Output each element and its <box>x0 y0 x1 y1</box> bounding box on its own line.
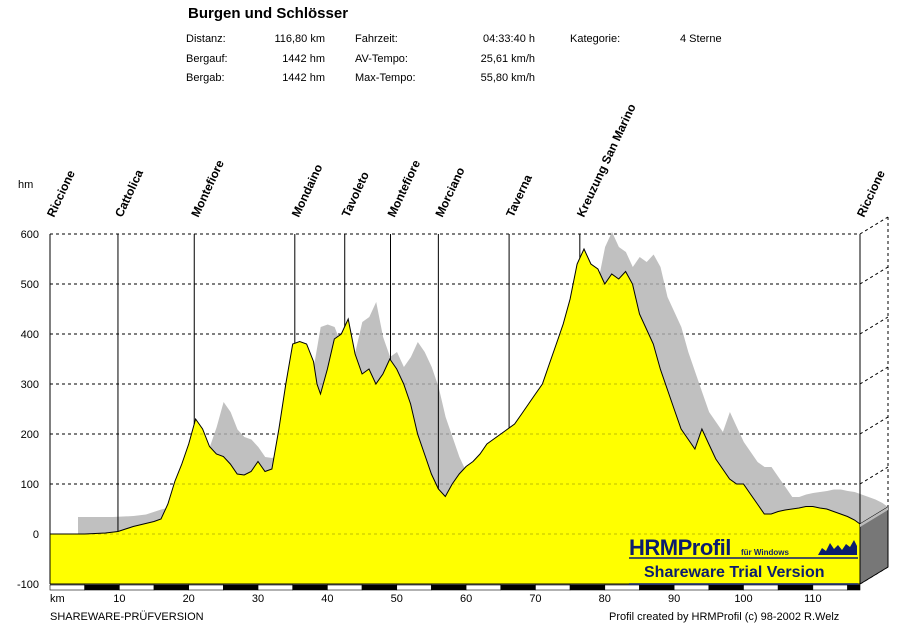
y-tick-label: 100 <box>21 479 39 491</box>
gridline-depth <box>859 366 889 385</box>
x-scale-band <box>743 584 779 591</box>
stat-time-value: 04:33:40 h <box>483 33 535 45</box>
x-scale-band <box>153 584 189 591</box>
stat-distance-label: Distanz: <box>186 33 226 45</box>
waypoint-label: Riccione <box>854 168 888 220</box>
x-scale-band <box>49 584 85 591</box>
x-scale-band <box>327 584 363 591</box>
x-tick-label: 80 <box>599 593 611 605</box>
x-scale-band <box>569 584 606 591</box>
x-scale-band <box>396 584 432 591</box>
x-tick-label: 30 <box>252 593 264 605</box>
x-scale-band <box>84 584 120 591</box>
x-scale-band <box>257 584 294 591</box>
waypoint-label: Cattolica <box>112 167 146 219</box>
y-tick-label: 400 <box>21 329 39 341</box>
x-tick-label: 10 <box>113 593 125 605</box>
profile-top-face <box>860 507 888 527</box>
y-tick-label: 500 <box>21 279 39 291</box>
y-axis-label: hm <box>18 179 33 191</box>
gridline-depth <box>859 266 889 285</box>
y-tick-label: 600 <box>21 229 39 241</box>
watermark-brand: HRMProfil <box>629 535 731 560</box>
x-tick-label: 20 <box>183 593 195 605</box>
x-tick-label: 60 <box>460 593 472 605</box>
profile-area <box>50 249 860 584</box>
stat-time-label: Fahrzeit: <box>355 33 398 45</box>
x-scale-band <box>292 584 328 591</box>
gridline-depth <box>859 466 889 485</box>
stat-descent-label: Bergab: <box>186 72 225 84</box>
stat-avg-speed-label: AV-Tempo: <box>355 53 408 65</box>
x-scale-band <box>639 584 675 591</box>
x-tick-label: 110 <box>804 593 822 605</box>
x-axis-label: km <box>50 593 65 605</box>
footer-credit: Profil created by HRMProfil (c) 98-2002 … <box>609 611 840 623</box>
stat-descent-value: 1442 hm <box>282 72 325 84</box>
x-scale-band <box>604 584 640 591</box>
x-tick-label: 70 <box>529 593 541 605</box>
y-tick-label: 300 <box>21 379 39 391</box>
stat-max-speed-label: Max-Tempo: <box>355 72 416 84</box>
x-tick-label: 40 <box>321 593 333 605</box>
stat-ascent-value: 1442 hm <box>282 53 325 65</box>
y-tick-label: 200 <box>21 429 39 441</box>
gridline-depth <box>859 316 889 335</box>
waypoint-label: Kreuzung San Marino <box>574 102 639 220</box>
waypoint-label: Montefiore <box>385 157 424 219</box>
x-scale-band <box>465 584 502 591</box>
x-scale-band <box>673 584 710 591</box>
x-tick-label: 100 <box>734 593 752 605</box>
x-scale-band <box>812 584 848 591</box>
x-scale-band <box>847 584 861 591</box>
x-scale-band <box>500 584 536 591</box>
gridline-depth <box>859 416 889 435</box>
x-scale-band <box>188 584 224 591</box>
gridline-depth <box>859 216 889 235</box>
watermark-brand-sub: für Windows <box>741 548 789 557</box>
x-tick-label: 50 <box>391 593 403 605</box>
x-scale-band <box>777 584 814 591</box>
stat-avg-speed-value: 25,61 km/h <box>480 53 535 65</box>
stat-max-speed-value: 55,80 km/h <box>480 72 535 84</box>
watermark-profile-icon <box>818 540 857 555</box>
stat-category-label: Kategorie: <box>570 33 621 45</box>
waypoint-label: Riccione <box>44 168 78 220</box>
x-scale-band <box>431 584 467 591</box>
x-scale-band <box>708 584 744 591</box>
x-scale-band <box>535 584 571 591</box>
watermark-trial: Shareware Trial Version <box>644 564 825 581</box>
waypoint-label: Tavoleto <box>339 169 372 219</box>
waypoint-label: Mondaino <box>289 162 326 219</box>
x-tick-label: 90 <box>668 593 680 605</box>
stat-ascent-label: Bergauf: <box>186 53 228 65</box>
x-scale-band <box>119 584 155 591</box>
waypoint-label: Taverna <box>503 172 535 219</box>
y-tick-label: -100 <box>17 579 39 591</box>
x-scale-band <box>223 584 259 591</box>
stat-distance-value: 116,80 km <box>274 33 325 45</box>
waypoint-label: Morciano <box>432 165 467 219</box>
stat-category-value: 4 Sterne <box>680 33 722 45</box>
chart-title: Burgen und Schlösser <box>188 5 349 22</box>
x-scale-band <box>361 584 398 591</box>
footer-shareware: SHAREWARE-PRÜFVERSION <box>50 611 204 623</box>
waypoint-label: Montefiore <box>188 157 227 219</box>
y-tick-label: 0 <box>33 529 39 541</box>
